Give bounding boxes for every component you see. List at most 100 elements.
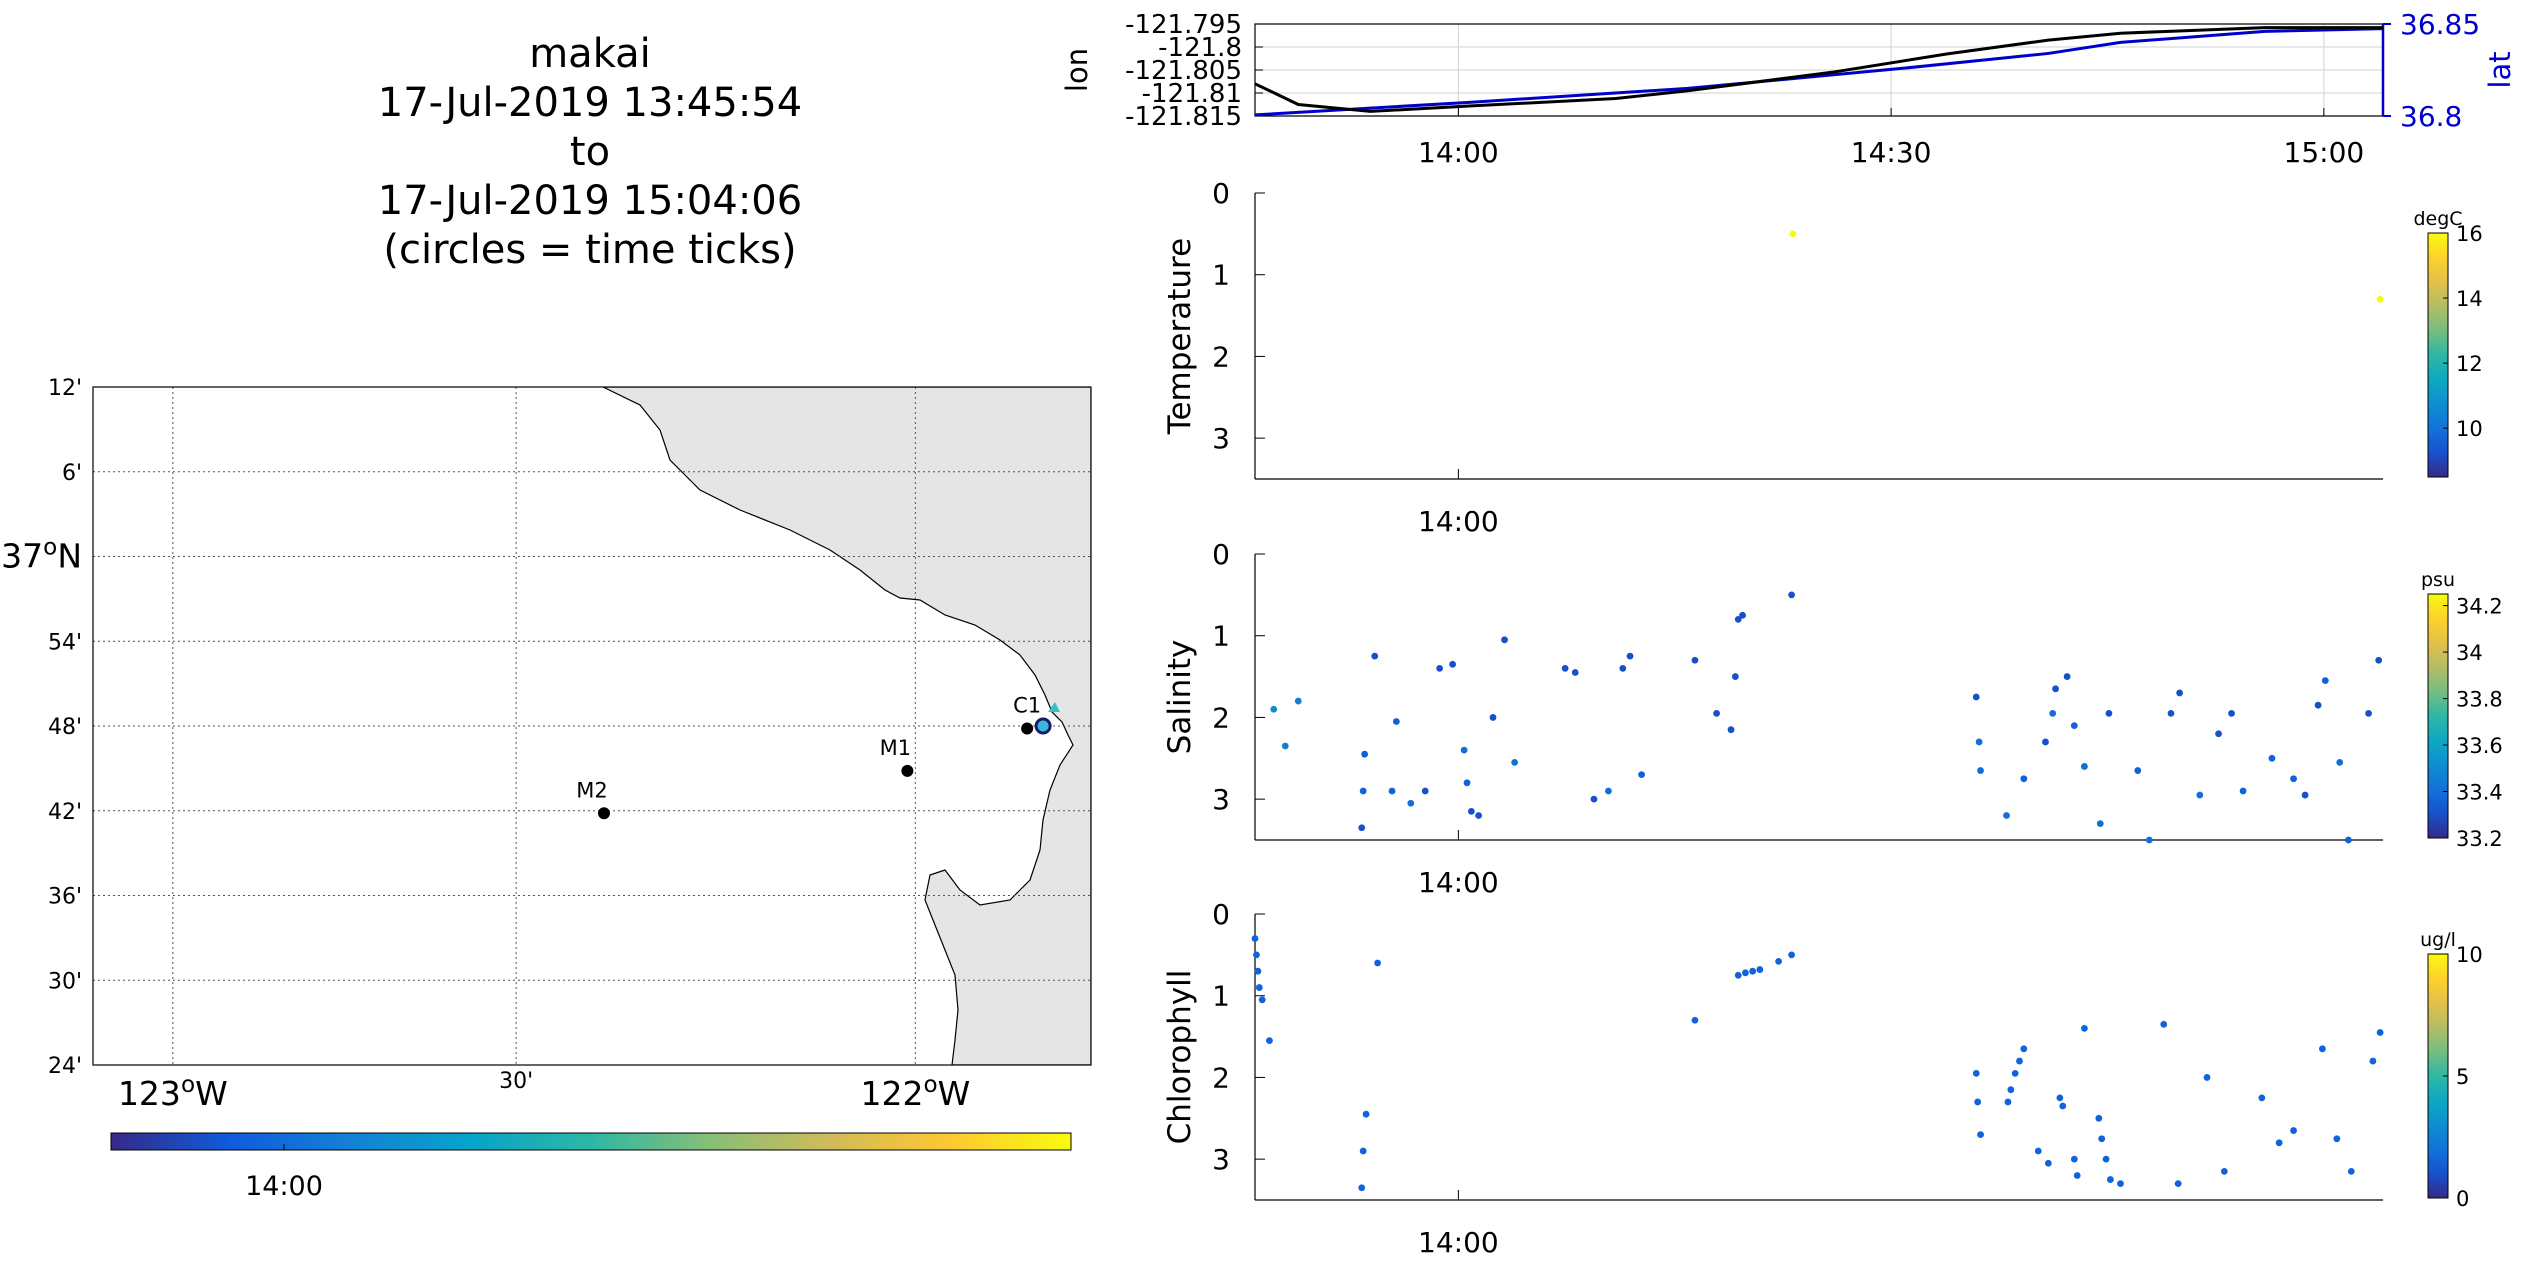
chlorophyll-point	[2011, 1069, 2019, 1077]
map-grid	[93, 387, 1091, 1065]
salinity-point	[1467, 808, 1475, 815]
chlorophyll-point	[1742, 969, 1749, 977]
station-marker	[1021, 722, 1034, 735]
temperature-x-tick-label: 14:00	[1418, 505, 1499, 538]
chlorophyll-point	[2290, 1127, 2297, 1134]
salinity-point	[2063, 673, 2071, 680]
salinity-y-tick-label: 3	[1212, 783, 1230, 816]
title-line-4: 17-Jul-2019 15:04:06	[377, 178, 803, 224]
salinity-point	[1739, 611, 1746, 619]
salinity-point	[1727, 726, 1735, 734]
salinity-point	[1460, 746, 1468, 754]
chlorophyll-point	[1734, 971, 1742, 979]
salinity-point	[2176, 689, 2184, 697]
salinity-point	[1977, 767, 1984, 774]
chlorophyll-point	[2258, 1094, 2266, 1102]
track-current-marker	[1048, 702, 1060, 712]
chlorophyll-point	[1362, 1110, 1370, 1118]
temperature-colorbar-tick-label: 14	[2456, 287, 2483, 311]
salinity-y-tick-label: 2	[1212, 701, 1230, 734]
chlorophyll-point	[2098, 1135, 2106, 1143]
lon-axis-label: lon	[1060, 48, 1094, 92]
salinity-point	[1734, 615, 1742, 623]
map-y-tick-label: 37oN	[1, 534, 82, 575]
salinity-point	[1605, 787, 1612, 795]
chlorophyll-point	[2174, 1180, 2182, 1188]
salinity-point	[1421, 787, 1429, 795]
chlorophyll-point	[1691, 1016, 1699, 1024]
salinity-point	[1975, 738, 1983, 746]
chlorophyll-colorbar-label: ug/l	[2420, 929, 2456, 951]
lat-tick-label: 36.8	[2400, 100, 2462, 133]
salinity-point	[1561, 665, 1569, 672]
salinity-y-tick-label: 1	[1212, 620, 1230, 653]
salinity-point	[1392, 718, 1400, 725]
temperature-colorbar-tick-label: 16	[2456, 222, 2483, 246]
chlorophyll-point	[2081, 1025, 2088, 1032]
chlorophyll-point	[2333, 1135, 2341, 1143]
lon-tick-label: -121.815	[1125, 102, 1242, 132]
station-label: M1	[880, 736, 911, 760]
chlorophyll-point	[2369, 1057, 2377, 1065]
chlorophyll-point	[1974, 1098, 1982, 1106]
station-marker	[597, 807, 610, 820]
salinity-point	[1713, 709, 1720, 717]
salinity-point	[2375, 656, 2383, 664]
salinity-point	[2049, 709, 2057, 717]
chlorophyll-point	[1266, 1037, 1273, 1045]
lat-axis-label: lat	[2483, 51, 2517, 88]
chlorophyll-point	[2347, 1168, 2355, 1175]
chlorophyll-y-tick-label: 3	[1212, 1143, 1230, 1176]
salinity-point	[1571, 669, 1579, 676]
map-y-tick-label: 48'	[48, 715, 82, 740]
salinity-point	[1511, 758, 1519, 766]
chlorophyll-point	[1251, 935, 1259, 942]
salinity-point	[1788, 591, 1795, 599]
chlorophyll-point	[1977, 1131, 1984, 1139]
lat-tick-label: 36.85	[2400, 8, 2480, 41]
map-y-tick-label-sup: o	[43, 534, 57, 560]
salinity-x-tick-label: 14:00	[1418, 866, 1499, 899]
salinity-point	[1270, 705, 1278, 713]
salinity-point	[1619, 665, 1627, 672]
map-axis-ticks: 123oW 30' 122oW 12' 6' 37oN 54' 48' 42' 36' 30' 24'	[1, 376, 970, 1113]
chlorophyll-point	[1374, 959, 1382, 967]
temperature-point	[2376, 295, 2384, 303]
chlorophyll-y-label: Chlorophyll	[1162, 970, 1198, 1145]
lon-tick-label: -121.805	[1125, 56, 1242, 86]
salinity-point	[1294, 697, 1302, 705]
station-label: M2	[576, 778, 607, 802]
salinity-point	[1731, 673, 1739, 680]
salinity-point	[1359, 787, 1367, 795]
salinity-point	[2314, 701, 2322, 709]
position-x-tick-label: 14:30	[1851, 136, 1932, 169]
salinity-point	[2344, 836, 2352, 844]
chlorophyll-y-tick-label: 0	[1212, 898, 1230, 931]
chlorophyll-point	[1255, 984, 1263, 991]
salinity-colorbar-tick-label: 33.8	[2456, 688, 2503, 712]
salinity-point	[1358, 824, 1366, 832]
salinity-point	[1361, 750, 1369, 758]
chlorophyll-colorbar-tick-label: 5	[2456, 1065, 2469, 1089]
chlorophyll-point	[2117, 1180, 2124, 1188]
salinity-point	[1691, 656, 1699, 664]
chlorophyll-point	[1788, 951, 1795, 959]
temperature-colorbar	[2427, 232, 2449, 478]
salinity-point	[1638, 771, 1645, 779]
salinity-point	[2145, 836, 2153, 844]
chlorophyll-point	[2319, 1045, 2326, 1053]
map-y-tick-label: 42'	[48, 800, 82, 825]
salinity-point	[2215, 730, 2222, 738]
salinity-point	[2020, 775, 2028, 783]
map-x-tick-label-dir: W	[195, 1074, 228, 1113]
map-x-tick-label-dir: W	[938, 1074, 971, 1113]
chlorophyll-point	[2044, 1159, 2052, 1167]
chlorophyll-point	[1749, 967, 1757, 975]
salinity-point	[2134, 767, 2142, 774]
salinity-point	[2268, 754, 2276, 762]
salinity-point	[1626, 652, 1634, 660]
chlorophyll-point	[1359, 1147, 1367, 1155]
map-y-tick-label: 36'	[48, 885, 82, 910]
map-track	[1034, 702, 1060, 735]
